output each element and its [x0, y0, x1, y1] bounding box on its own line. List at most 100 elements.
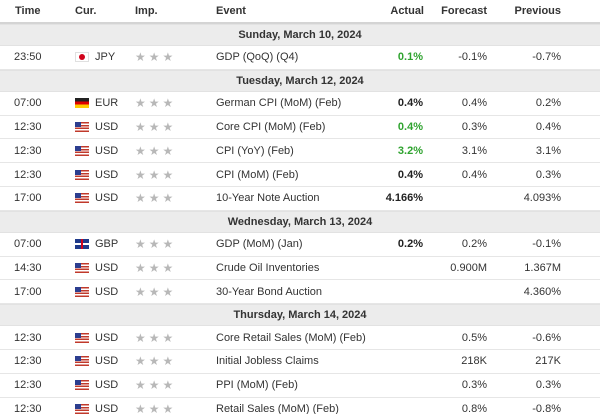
event-time: 12:30 — [14, 120, 42, 133]
event-name[interactable]: CPI (MoM) (Feb) — [216, 168, 299, 181]
star-icon: ★ — [148, 401, 160, 414]
event-row[interactable]: 12:30 USD ★ ★ ★ Initial Jobless Claims 218K 217… — [0, 350, 600, 374]
star-icon: ★ — [148, 354, 160, 369]
event-row[interactable]: 12:30 USD ★ ★ ★ CPI (YoY) (Feb) 3.2% 3.1% 3.1% — [0, 139, 600, 164]
event-forecast: 3.1% — [461, 144, 487, 157]
star-icon: ★ — [162, 50, 174, 65]
event-name[interactable]: 30-Year Bond Auction — [216, 285, 323, 298]
currency-code: USD — [95, 192, 119, 205]
event-previous: -0.1% — [532, 238, 561, 251]
event-currency: USD — [75, 121, 135, 133]
header-time[interactable]: Time — [15, 5, 41, 17]
event-actual: 0.4% — [397, 120, 423, 133]
event-row[interactable]: 17:00 USD ★ ★ ★ 30-Year Bond Auction 4.360% — [0, 280, 600, 305]
event-actual: 0.4% — [397, 168, 423, 181]
us-flag-icon — [75, 332, 89, 343]
currency-code: EUR — [95, 97, 119, 110]
header-actual[interactable]: Actual — [390, 5, 424, 17]
event-name[interactable]: Retail Sales (MoM) (Feb) — [216, 402, 339, 414]
event-previous: 3.1% — [535, 144, 561, 157]
header-event[interactable]: Event — [216, 5, 246, 17]
star-icon: ★ — [148, 143, 160, 158]
us-flag-icon — [75, 262, 89, 273]
event-name[interactable]: Crude Oil Inventories — [216, 261, 320, 274]
star-icon: ★ — [162, 119, 174, 134]
de-flag-icon — [75, 98, 89, 109]
importance-rating: ★ ★ ★ — [135, 261, 195, 275]
event-name[interactable]: GDP (MoM) (Jan) — [216, 238, 303, 251]
calendar-body: Sunday, March 10, 2024 23:50 JPY ★ ★ ★ GDP (Qo… — [0, 24, 600, 414]
event-previous: 0.4% — [535, 120, 561, 133]
jp-flag-icon — [75, 52, 89, 63]
date-row: Thursday, March 14, 2024 — [0, 304, 600, 327]
us-flag-icon — [75, 193, 89, 204]
event-name[interactable]: German CPI (MoM) (Feb) — [216, 97, 342, 110]
currency-code: USD — [95, 120, 119, 133]
currency-code: JPY — [95, 51, 116, 64]
event-row[interactable]: 17:00 USD ★ ★ ★ 10-Year Note Auction 4.166% 4.0… — [0, 187, 600, 211]
event-currency: USD — [75, 355, 135, 367]
event-time: 07:00 — [14, 97, 42, 110]
header-previous[interactable]: Previous — [514, 5, 561, 17]
importance-rating: ★ ★ ★ — [135, 285, 195, 299]
importance-rating: ★ ★ ★ — [135, 144, 195, 158]
event-forecast: 0.900M — [450, 261, 487, 274]
us-flag-icon — [75, 145, 89, 156]
star-icon: ★ — [148, 50, 160, 65]
event-time: 07:00 — [14, 238, 42, 251]
event-name[interactable]: CPI (YoY) (Feb) — [216, 144, 294, 157]
event-row[interactable]: 23:50 JPY ★ ★ ★ GDP (QoQ) (Q4) 0.1% -0.1% -0.7% — [0, 46, 600, 70]
header-forecast[interactable]: Forecast — [441, 5, 487, 17]
star-icon: ★ — [162, 354, 174, 369]
star-icon: ★ — [148, 96, 160, 111]
event-row[interactable]: 12:30 USD ★ ★ ★ Core Retail Sales (MoM) (Feb)… — [0, 326, 600, 350]
importance-rating: ★ ★ ★ — [135, 354, 195, 368]
star-icon: ★ — [135, 354, 146, 369]
event-previous: 0.3% — [535, 168, 561, 181]
star-icon: ★ — [148, 119, 160, 134]
event-row[interactable]: 12:30 USD ★ ★ ★ CPI (MoM) (Feb) 0.4% 0.4% 0.3% — [0, 163, 600, 187]
event-name[interactable]: 10-Year Note Auction — [216, 192, 320, 205]
event-name[interactable]: Initial Jobless Claims — [216, 355, 319, 368]
event-forecast: 0.3% — [461, 120, 487, 133]
importance-rating: ★ ★ ★ — [135, 331, 195, 345]
event-row[interactable]: 12:30 USD ★ ★ ★ Retail Sales (MoM) (Feb) 0.8% -… — [0, 398, 600, 414]
event-name[interactable]: Core Retail Sales (MoM) (Feb) — [216, 331, 366, 344]
gb-flag-icon — [75, 239, 89, 250]
event-currency: EUR — [75, 97, 135, 109]
event-row[interactable]: 07:00 EUR ★ ★ ★ German CPI (MoM) (Feb) 0.4% 0.4… — [0, 92, 600, 116]
star-icon: ★ — [148, 260, 160, 275]
star-icon: ★ — [162, 330, 174, 345]
event-actual: 0.1% — [397, 51, 423, 64]
event-forecast: 218K — [461, 355, 487, 368]
event-row[interactable]: 12:30 USD ★ ★ ★ Core CPI (MoM) (Feb) 0.4% 0.3% 0… — [0, 116, 600, 140]
event-name[interactable]: Core CPI (MoM) (Feb) — [216, 120, 326, 133]
header-importance[interactable]: Imp. — [135, 5, 158, 17]
date-label: Thursday, March 14, 2024 — [233, 309, 367, 322]
event-forecast: 0.4% — [461, 97, 487, 110]
event-row[interactable]: 07:00 GBP ★ ★ ★ GDP (MoM) (Jan) 0.2% 0.2% -0.1% — [0, 233, 600, 257]
us-flag-icon — [75, 403, 89, 414]
event-name[interactable]: GDP (QoQ) (Q4) — [216, 51, 299, 64]
us-flag-icon — [75, 286, 89, 297]
star-icon: ★ — [135, 378, 146, 393]
event-previous: 0.2% — [535, 97, 561, 110]
importance-rating: ★ ★ ★ — [135, 191, 195, 205]
event-name[interactable]: PPI (MoM) (Feb) — [216, 379, 298, 392]
event-row[interactable]: 14:30 USD ★ ★ ★ Crude Oil Inventories 0.900M 1.… — [0, 257, 600, 281]
star-icon: ★ — [162, 191, 174, 206]
event-currency: USD — [75, 262, 135, 274]
event-forecast: -0.1% — [458, 51, 487, 64]
star-icon: ★ — [148, 284, 160, 299]
star-icon: ★ — [162, 167, 174, 182]
us-flag-icon — [75, 121, 89, 132]
event-actual: 0.4% — [397, 97, 423, 110]
currency-code: USD — [95, 261, 119, 274]
event-forecast: 0.8% — [461, 402, 487, 414]
event-time: 23:50 — [14, 51, 42, 64]
event-row[interactable]: 12:30 USD ★ ★ ★ PPI (MoM) (Feb) 0.3% 0.3% — [0, 374, 600, 398]
event-currency: USD — [75, 379, 135, 391]
star-icon: ★ — [135, 50, 146, 65]
header-currency[interactable]: Cur. — [75, 5, 97, 17]
